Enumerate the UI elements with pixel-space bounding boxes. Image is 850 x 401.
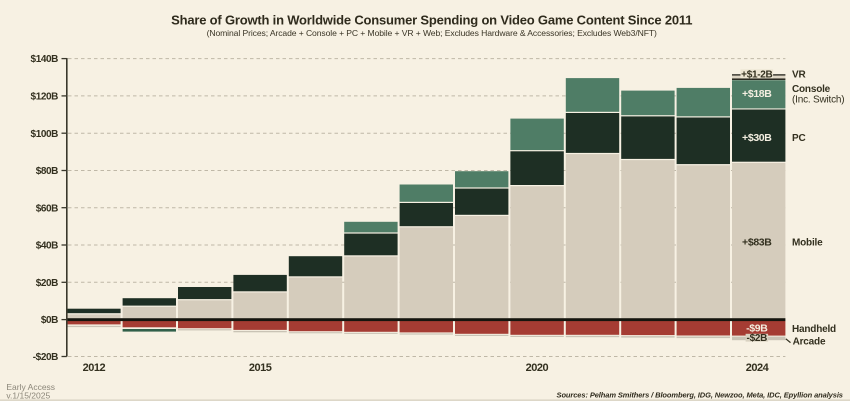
svg-text:v.1/15/2025: v.1/15/2025 bbox=[6, 391, 50, 401]
svg-text:PC: PC bbox=[792, 133, 806, 144]
svg-text:$140B: $140B bbox=[31, 54, 59, 65]
svg-text:$20B: $20B bbox=[36, 278, 58, 289]
svg-text:+$18B: +$18B bbox=[742, 88, 772, 100]
svg-text:2015: 2015 bbox=[249, 362, 272, 374]
svg-text:2020: 2020 bbox=[526, 362, 549, 374]
svg-text:Sources: Pelham Smithers / Blo: Sources: Pelham Smithers / Bloomberg, ID… bbox=[557, 390, 843, 399]
svg-text:2012: 2012 bbox=[83, 362, 106, 374]
svg-text:$0B: $0B bbox=[41, 315, 58, 326]
svg-text:-$9B: -$9B bbox=[746, 322, 768, 334]
svg-text:Handheld: Handheld bbox=[792, 324, 836, 335]
svg-text:Early Access: Early Access bbox=[6, 382, 55, 392]
svg-text:VR: VR bbox=[792, 70, 806, 81]
svg-text:+$30B: +$30B bbox=[742, 132, 772, 144]
svg-text:Console: Console bbox=[792, 84, 831, 95]
svg-text:-$20B: -$20B bbox=[33, 352, 58, 363]
svg-text:+$1-2B: +$1-2B bbox=[741, 69, 772, 80]
svg-text:Arcade: Arcade bbox=[793, 337, 826, 348]
svg-text:$120B: $120B bbox=[31, 92, 59, 103]
svg-text:Share of Growth in Worldwide C: Share of Growth in Worldwide Consumer Sp… bbox=[171, 12, 692, 27]
svg-text:$40B: $40B bbox=[36, 241, 58, 252]
svg-text:-$2B: -$2B bbox=[747, 333, 768, 344]
svg-text:2024: 2024 bbox=[746, 362, 770, 374]
svg-text:$80B: $80B bbox=[36, 166, 58, 177]
svg-text:+$83B: +$83B bbox=[742, 236, 772, 248]
svg-text:Mobile: Mobile bbox=[792, 238, 823, 249]
svg-text:(Inc. Switch): (Inc. Switch) bbox=[792, 94, 844, 105]
svg-text:(Nominal Prices; Arcade + Cons: (Nominal Prices; Arcade + Console + PC +… bbox=[207, 28, 657, 38]
svg-text:$60B: $60B bbox=[36, 203, 58, 214]
svg-text:$100B: $100B bbox=[31, 129, 59, 140]
